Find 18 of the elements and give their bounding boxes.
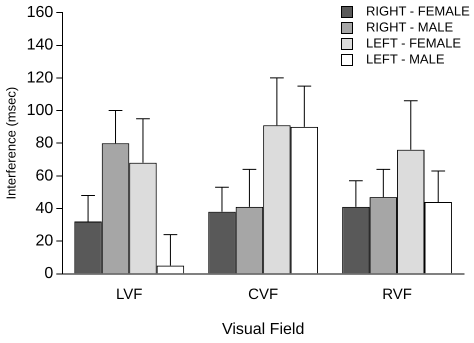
legend-label: LEFT - FEMALE: [366, 36, 462, 51]
y-tick-label: 100: [26, 102, 54, 119]
x-tick-label: LVF: [116, 286, 142, 303]
legend-label: RIGHT - FEMALE: [366, 4, 470, 19]
y-tick-label: 120: [26, 69, 54, 86]
legend-label: LEFT - MALE: [366, 52, 445, 67]
y-tick-label: 140: [26, 36, 54, 54]
y-tick-label: 20: [36, 232, 54, 250]
y-tick-label: 160: [26, 4, 54, 22]
x-tick-label: CVF: [248, 286, 278, 303]
x-tick-label: RVF: [382, 286, 412, 303]
legend-label: RIGHT - MALE: [366, 20, 454, 35]
y-tick-label: 40: [36, 200, 54, 217]
y-tick-label: 80: [36, 134, 54, 152]
y-tick-label: 0: [44, 265, 54, 282]
y-axis-title: Interference (msec): [3, 86, 18, 200]
y-tick-label: 60: [36, 167, 54, 184]
x-axis-title: Visual Field: [222, 320, 304, 338]
